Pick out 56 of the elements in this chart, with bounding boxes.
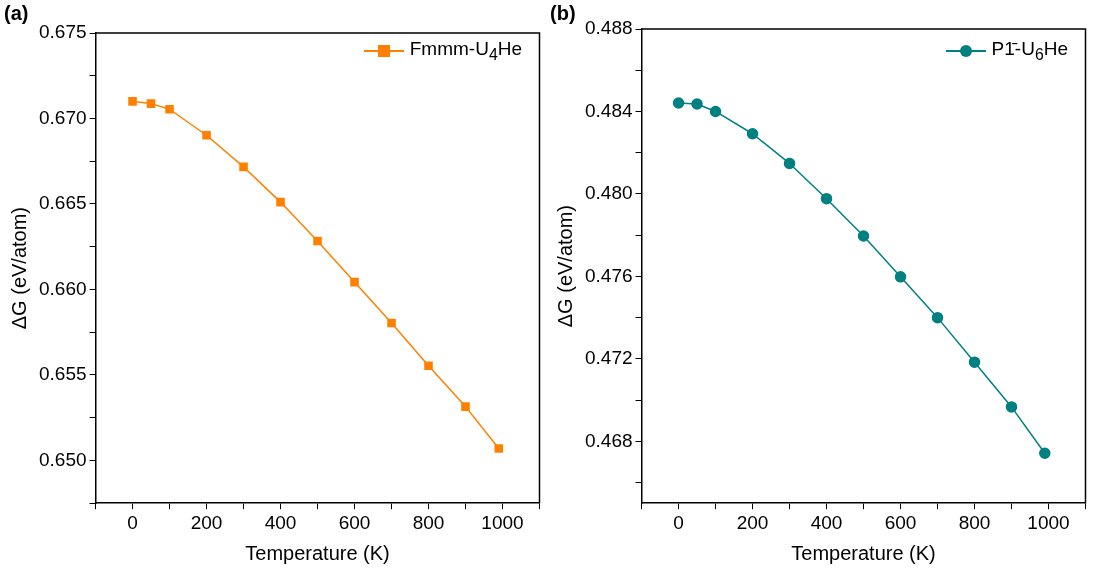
point — [239, 162, 248, 172]
point — [1005, 401, 1018, 413]
point — [276, 197, 285, 207]
point — [313, 236, 322, 246]
point — [857, 230, 870, 242]
point — [128, 97, 137, 106]
point — [894, 271, 907, 283]
y-tick-label: 0.660 — [39, 277, 87, 299]
legend-label: Fmmm-U$_{4}$He — [409, 38, 522, 64]
point — [820, 192, 833, 205]
point — [931, 311, 944, 324]
x-tick-label: 600 — [338, 511, 371, 533]
point — [672, 97, 685, 109]
y-tick-label: 0.476 — [585, 264, 633, 286]
point — [165, 104, 174, 114]
y-tick-label: 0.472 — [585, 347, 633, 369]
x-tick-label: 400 — [810, 511, 843, 533]
y-tick-label: 0.655 — [39, 363, 87, 385]
point — [783, 157, 796, 170]
point — [709, 105, 722, 118]
x-tick-label: 200 — [190, 511, 223, 533]
x-axis-title: Temperature (K) — [791, 541, 936, 564]
y-tick-label: 0.488 — [585, 17, 633, 39]
x-tick-label: 800 — [412, 511, 445, 533]
point — [1039, 447, 1051, 460]
point — [202, 130, 211, 140]
point — [350, 277, 359, 287]
y-tick-label: 0.650 — [39, 448, 87, 470]
y-tick-label: 0.665 — [39, 192, 87, 214]
y-tick-label: 0.468 — [585, 429, 633, 451]
x-tick-label: 0 — [127, 511, 138, 533]
y-tick-label: 0.675 — [39, 21, 87, 43]
point — [461, 402, 470, 411]
x-tick-label: 600 — [884, 511, 917, 533]
y-axis-title: ΔG (eV/atom) — [553, 204, 576, 328]
x-axis-title: Temperature (K) — [245, 541, 390, 564]
y-tick-label: 0.670 — [39, 106, 87, 128]
x-tick-label: 200 — [736, 511, 769, 533]
x-tick-label: 1000 — [481, 511, 524, 533]
point — [968, 356, 981, 368]
x-tick-label: 800 — [958, 511, 991, 533]
legend-label: P1̄-U$_{6}$He — [991, 38, 1068, 64]
point — [146, 99, 156, 108]
point — [494, 444, 504, 453]
point — [691, 98, 703, 110]
y-tick-label: 0.480 — [585, 182, 633, 204]
chart-title: (a) — [4, 2, 29, 25]
chart-title: (b) — [550, 2, 576, 25]
x-tick-label: 400 — [264, 511, 297, 533]
x-tick-label: 1000 — [1027, 511, 1070, 533]
y-tick-label: 0.484 — [585, 99, 633, 121]
y-axis-title: ΔG (eV/atom) — [7, 206, 30, 330]
x-tick-label: 0 — [673, 511, 684, 533]
point — [387, 318, 396, 328]
point — [424, 361, 433, 371]
point — [746, 127, 759, 140]
